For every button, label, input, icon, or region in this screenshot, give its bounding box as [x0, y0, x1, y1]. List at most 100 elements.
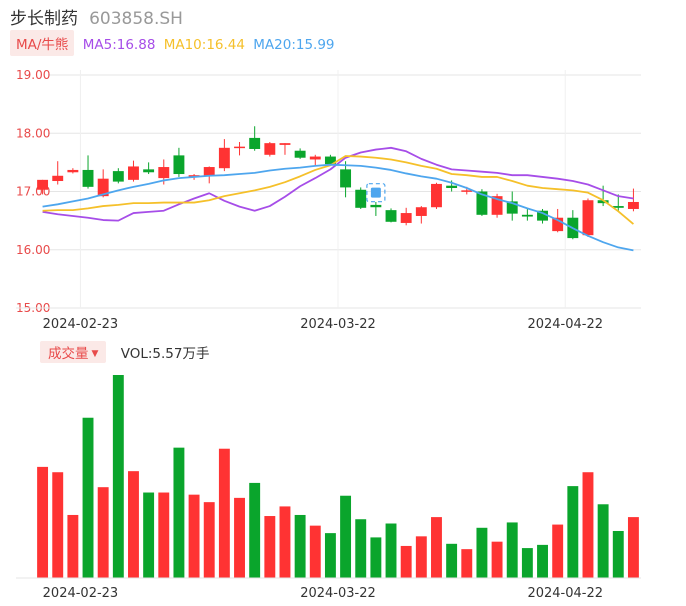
volume-bar	[97, 487, 109, 578]
volume-bar	[324, 533, 336, 578]
x-date-label: 2024-03-22	[300, 317, 376, 332]
volume-bar	[370, 537, 382, 578]
candle-body	[309, 156, 321, 160]
volume-bar	[52, 472, 64, 578]
candle-body	[234, 146, 245, 149]
candle-body	[294, 150, 306, 158]
volume-bar	[597, 504, 609, 578]
volume-bar	[446, 543, 458, 578]
ma-legend: MA/牛熊 MA5:16.88 MA10:16.44 MA20:15.99	[10, 30, 335, 56]
volume-bar	[112, 375, 124, 578]
volume-bar	[143, 492, 155, 578]
x-date-label: 2024-04-22	[527, 317, 603, 332]
y-tick-label: 16.00	[16, 243, 50, 257]
volume-bar	[264, 516, 276, 578]
candle-body	[506, 201, 518, 214]
volume-indicator-selector[interactable]: 成交量 ▼	[40, 341, 107, 363]
candle-body	[340, 169, 352, 188]
volume-bar	[567, 486, 579, 578]
x-date-label: 2024-04-22	[527, 586, 603, 601]
candle-body	[97, 178, 109, 197]
x-date-label: 2024-03-22	[300, 586, 376, 601]
candle-body	[173, 155, 185, 175]
y-tick-label: 19.00	[16, 68, 50, 82]
volume-bar	[203, 502, 215, 578]
volume-bar	[37, 466, 49, 578]
candle-body	[612, 206, 624, 208]
event-marker-fill	[370, 187, 381, 198]
ma20-line	[42, 163, 634, 252]
candle-body	[552, 217, 564, 232]
candle-body	[582, 200, 594, 236]
candle-body	[52, 175, 64, 182]
candle-body	[627, 201, 639, 209]
candle-body	[264, 143, 276, 155]
ma5-legend: MA5:16.88	[82, 37, 156, 53]
candle-body	[324, 156, 336, 165]
candle-body	[446, 185, 458, 189]
ma10-legend: MA10:16.44	[163, 37, 245, 53]
candle-body	[128, 166, 139, 180]
candle-body	[67, 169, 79, 173]
candle-body	[218, 147, 230, 169]
volume-bar	[82, 417, 94, 578]
volume-bar	[521, 548, 533, 578]
candle-body	[491, 196, 503, 215]
volume-bar	[431, 517, 442, 578]
candle-body	[431, 183, 442, 208]
volume-bar	[400, 545, 412, 578]
volume-bar	[67, 514, 79, 578]
stock-code: 603858.SH	[89, 9, 183, 29]
volume-bar	[506, 522, 518, 578]
volume-bar	[627, 517, 639, 578]
candle-body	[203, 167, 215, 176]
candle-body	[461, 190, 473, 192]
candle-body	[37, 179, 49, 190]
volume-bar	[415, 536, 427, 578]
stock-name: 步长制药	[10, 9, 78, 29]
ma10-line	[42, 155, 635, 225]
candle-body	[143, 169, 155, 173]
volume-bar	[355, 519, 367, 578]
x-date-label: 2024-02-23	[43, 317, 119, 332]
caret-down-icon: ▼	[91, 349, 99, 359]
candle-body	[385, 210, 397, 222]
volume-bar	[340, 495, 352, 578]
stock-title: 步长制药 603858.SH	[10, 4, 183, 29]
candle-body	[400, 213, 412, 223]
volume-bar	[612, 530, 624, 578]
candle-body	[355, 189, 367, 208]
candle-body	[370, 204, 382, 208]
candle-body	[279, 143, 291, 145]
candle-body	[521, 214, 533, 217]
volume-bar	[128, 471, 139, 578]
volume-value: VOL:5.57万手	[120, 346, 210, 362]
volume-bar	[476, 527, 488, 578]
volume-bar	[461, 549, 473, 578]
y-tick-label: 18.00	[16, 126, 50, 140]
volume-bar	[249, 482, 261, 578]
volume-legend: 成交量 ▼ VOL:5.57万手	[40, 341, 210, 363]
volume-bar	[385, 523, 397, 578]
volume-indicator-label: 成交量	[48, 346, 89, 362]
volume-bar	[188, 494, 200, 578]
candle-body	[537, 210, 548, 221]
volume-bar	[294, 514, 306, 578]
ma-indicator-selector[interactable]: MA/牛熊	[10, 30, 75, 56]
volume-bar	[537, 544, 548, 578]
volume-bar	[491, 541, 503, 578]
candle-body	[597, 200, 609, 204]
ma5-line	[42, 146, 634, 222]
volume-bar	[582, 472, 594, 578]
candle-body	[112, 171, 124, 182]
ma20-legend: MA20:15.99	[253, 37, 335, 53]
volume-bar	[158, 492, 170, 578]
candle-body	[249, 137, 261, 149]
volume-bar	[309, 525, 321, 578]
volume-bar	[173, 447, 185, 578]
event-marker-icon	[366, 183, 386, 203]
volume-bar	[552, 524, 564, 578]
candle-body	[158, 167, 170, 179]
x-date-label: 2024-02-23	[43, 586, 119, 601]
